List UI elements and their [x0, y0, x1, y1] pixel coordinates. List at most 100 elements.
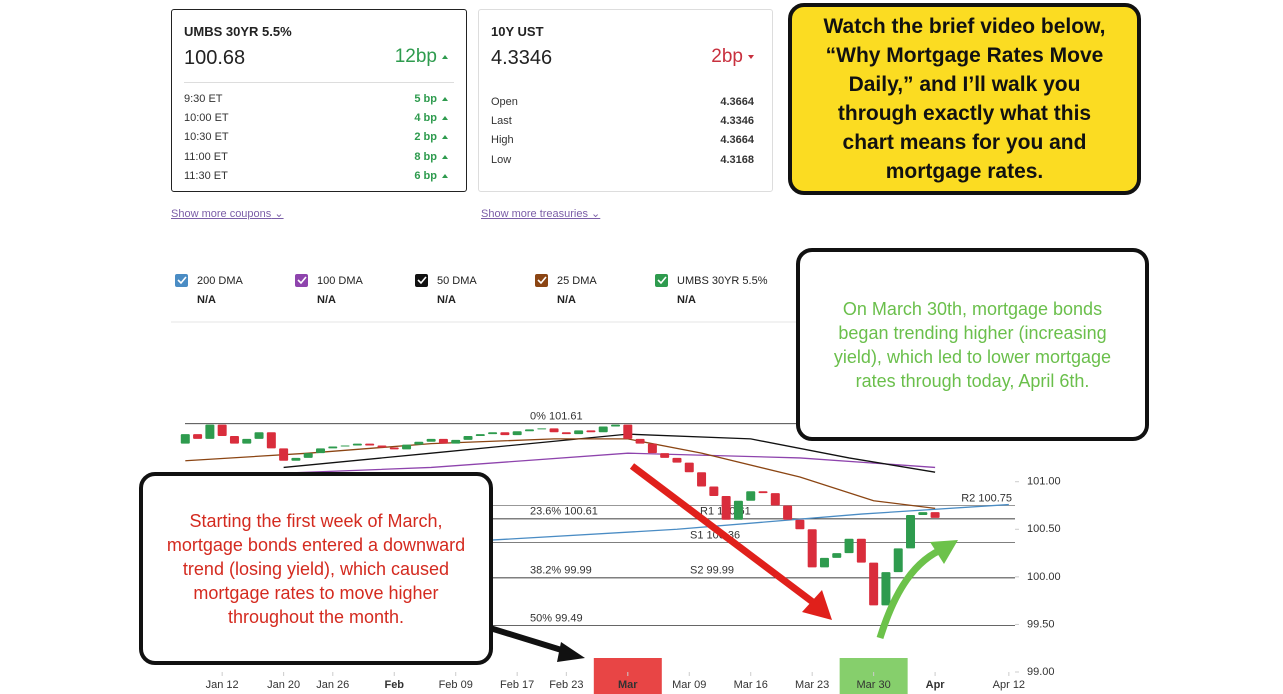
check-mark — [417, 276, 427, 285]
y-tick-label: 101.00 — [1027, 476, 1061, 488]
check-mark — [537, 276, 547, 285]
card-price: 100.68 — [184, 47, 246, 69]
x-tick-label: Jan 26 — [316, 679, 349, 691]
row-value-text: 4.3664 — [720, 96, 754, 108]
candle — [647, 443, 657, 454]
candle — [869, 562, 879, 606]
card-row: Low 4.3168 — [491, 154, 760, 173]
candle — [414, 441, 424, 445]
card-change: 2bp — [711, 46, 754, 68]
candle — [660, 453, 670, 458]
row-value-text: 2 bp — [414, 131, 437, 144]
row-value: 4 bp — [414, 112, 448, 131]
row-label: Last — [491, 115, 512, 128]
candle — [438, 438, 448, 444]
legend-checkbox — [535, 274, 548, 287]
candle — [561, 432, 571, 435]
card-row: 9:30 ET 5 bp — [184, 93, 454, 112]
show-more-link[interactable]: Show more treasuries ⌄ — [481, 208, 601, 220]
pivot-label: R2 100.75 — [961, 492, 1012, 504]
up-icon — [442, 173, 448, 178]
down-icon — [748, 54, 754, 59]
row-value-text: 5 bp — [414, 93, 437, 105]
candle — [721, 495, 731, 520]
candle — [635, 438, 645, 444]
card-change: 12bp — [395, 46, 448, 68]
x-tick-label: Feb — [384, 679, 404, 691]
card-row: High 4.3664 — [491, 134, 760, 153]
candle — [746, 491, 756, 501]
candle — [229, 436, 239, 444]
row-value-text: 4.3664 — [720, 134, 754, 147]
candle — [402, 444, 412, 450]
row-value-text: 8 bp — [414, 150, 437, 163]
card-rows: Open 4.3664 Last 4.3346 High 4.3664 Low 4.3168 — [491, 82, 760, 173]
candle — [217, 424, 227, 437]
card-price: 4.3346 — [491, 47, 553, 69]
candle — [193, 434, 203, 439]
candle — [316, 448, 326, 454]
x-tick-label: Mar 23 — [795, 679, 829, 691]
umbs-card[interactable]: UMBS 30YR 5.5% 100.68 12bp 9:30 ET 5 bp 10… — [171, 9, 467, 192]
row-value: 8 bp — [414, 151, 448, 170]
legend-checkbox — [655, 274, 668, 287]
x-tick-label: Mar 09 — [672, 679, 706, 691]
x-tick-label: Mar — [618, 679, 638, 691]
x-tick-label: Feb 17 — [500, 679, 534, 691]
card-row: 10:00 ET 4 bp — [184, 112, 454, 131]
candle — [709, 486, 719, 496]
row-label: 11:30 ET — [184, 169, 228, 182]
legend-value: N/A — [437, 294, 456, 306]
candle — [783, 505, 793, 520]
candle — [758, 491, 768, 494]
ma-line — [283, 433, 936, 473]
candle — [291, 457, 301, 461]
candle — [881, 572, 891, 606]
legend-name: 200 DMA — [197, 275, 244, 287]
candle — [918, 512, 928, 516]
legend-checkbox — [415, 274, 428, 287]
card-row: Open 4.3664 — [491, 96, 760, 115]
pivot-label: S1 100.36 — [690, 530, 740, 542]
change-text: 12bp — [394, 46, 437, 67]
ma-line — [185, 452, 936, 478]
ust-card[interactable]: 10Y UST 4.3346 2bp Open 4.3664 Last 4.3346 H… — [478, 9, 773, 192]
video-callout: Watch the brief video below, “Why Mortga… — [788, 3, 1141, 195]
legend-checkbox — [175, 274, 188, 287]
legend-name: 50 DMA — [437, 275, 477, 287]
candle — [242, 438, 252, 444]
fib-label: 50% 99.49 — [530, 612, 583, 624]
candle — [623, 424, 633, 439]
row-value-text: 4.3168 — [720, 153, 754, 166]
march-callout: Starting the first week of March, mortga… — [139, 472, 493, 665]
candle — [266, 432, 276, 449]
candle — [365, 443, 375, 446]
march30-callout: On March 30th, mortgage bonds began tren… — [796, 248, 1149, 441]
row-label: 10:00 ET — [184, 112, 229, 125]
pivot-label: S2 99.99 — [690, 565, 734, 577]
candle — [611, 424, 621, 427]
card-row: 11:00 ET 8 bp — [184, 151, 454, 170]
fib-label: 38.2% 99.99 — [530, 565, 592, 577]
card-title: UMBS 30YR 5.5% — [184, 24, 292, 39]
x-tick-label: Jan 12 — [206, 679, 239, 691]
legend-name: UMBS 30YR 5.5% — [677, 275, 768, 287]
fib-label: 0% 101.61 — [530, 411, 583, 423]
card-row: Last 4.3346 — [491, 115, 760, 134]
x-tick-label: Jan 20 — [267, 679, 300, 691]
x-tick-label: Mar 16 — [734, 679, 768, 691]
candle — [856, 538, 866, 563]
card-title: 10Y UST — [491, 24, 544, 39]
candle — [684, 462, 694, 473]
candle — [426, 438, 436, 442]
up-icon — [442, 54, 448, 59]
row-label: 10:30 ET — [184, 131, 229, 144]
candle — [549, 428, 559, 433]
legend-name: 25 DMA — [557, 275, 597, 287]
candle — [733, 500, 743, 520]
show-more-link[interactable]: Show more coupons ⌄ — [171, 208, 284, 220]
candle — [574, 430, 584, 435]
row-value-text: 6 bp — [414, 169, 437, 182]
up-icon — [442, 154, 448, 159]
